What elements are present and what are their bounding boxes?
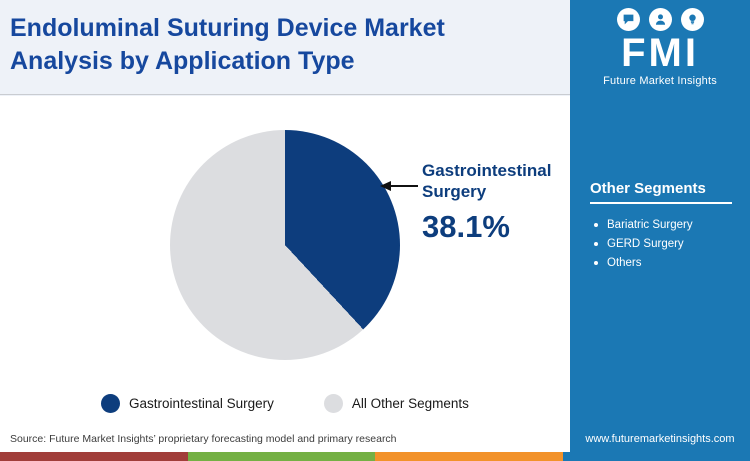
callout-arrow-icon [380, 181, 418, 191]
fmi-logo: FMI Future Market Insights [570, 8, 750, 87]
other-segments-header: Other Segments [590, 180, 706, 197]
legend-swatch-gray [323, 394, 343, 413]
brand-panel: FMI Future Market Insights Other Segment… [570, 0, 750, 461]
strip-segment-red [0, 452, 188, 461]
page-title: Endoluminal Suturing Device Market Analy… [10, 12, 566, 77]
list-item: GERD Surgery [594, 235, 693, 254]
bulb-icon [680, 8, 704, 31]
strip-segment-green [187, 452, 375, 461]
pie-callout: Gastrointestinal Surgery 38.1% [422, 160, 572, 245]
person-icon [648, 8, 672, 31]
source-note: Source: Future Market Insights’ propriet… [10, 433, 397, 445]
logo-icon-row [570, 8, 750, 31]
legend-item-gastrointestinal: Gastrointestinal Surgery [101, 394, 274, 413]
logo-acronym: FMI [621, 31, 699, 75]
bottom-color-strip [0, 452, 750, 461]
other-segments-list: Bariatric Surgery GERD Surgery Others [594, 216, 693, 273]
pie-chart [170, 130, 400, 360]
strip-segment-orange [375, 452, 563, 461]
other-segments-underline [590, 202, 732, 204]
list-item: Bariatric Surgery [594, 216, 693, 235]
chat-icon [616, 8, 640, 31]
page-title-line-2: Analysis by Application Type [10, 46, 355, 75]
list-item: Others [594, 254, 693, 273]
logo-name: Future Market Insights [603, 75, 717, 87]
legend-item-other: All Other Segments [323, 394, 469, 413]
legend-swatch-navy [101, 394, 121, 413]
callout-label: Gastrointestinal Surgery [422, 161, 552, 202]
header-band: Endoluminal Suturing Device Market Analy… [0, 0, 570, 95]
website-link[interactable]: www.futuremarketinsights.com [585, 433, 735, 445]
page-title-line-1: Endoluminal Suturing Device Market [10, 14, 445, 42]
legend-label: Gastrointestinal Surgery [129, 396, 274, 411]
legend-label: All Other Segments [351, 396, 469, 411]
callout-value: 38.1% [422, 208, 510, 244]
chart-legend: Gastrointestinal Surgery All Other Segme… [0, 394, 570, 413]
strip-segment-blue [562, 452, 750, 461]
